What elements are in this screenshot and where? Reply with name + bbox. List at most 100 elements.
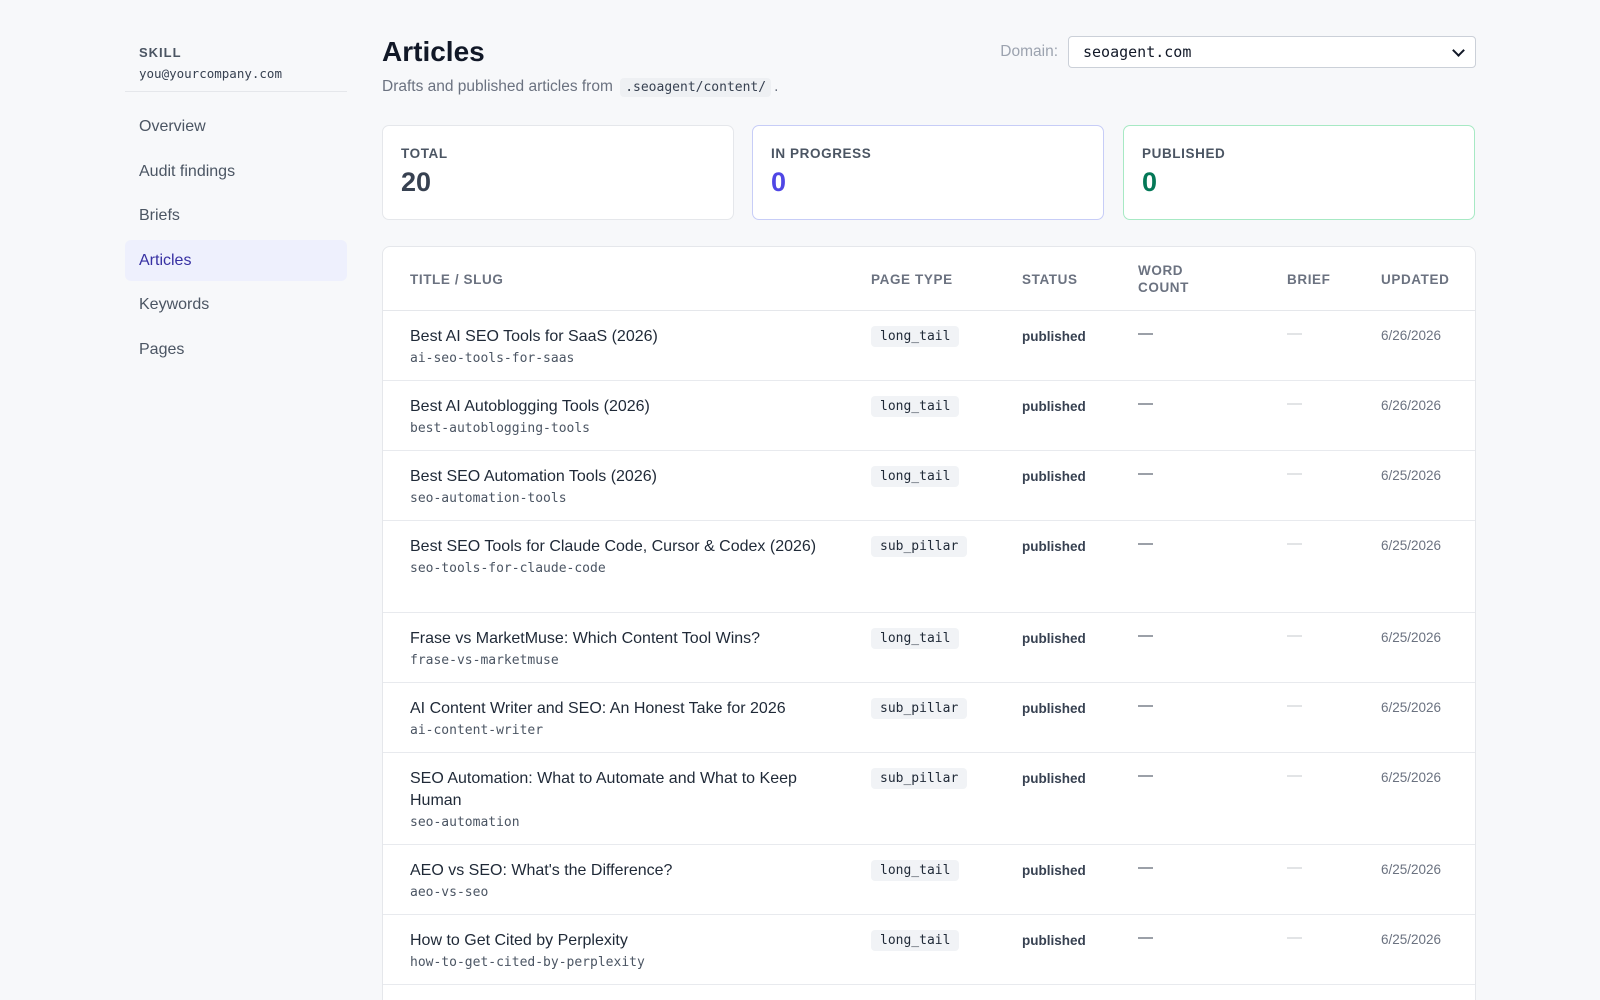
page-type-badge: long_tail: [871, 466, 960, 487]
status-cell: published: [1022, 539, 1086, 554]
content-path: .seoagent/content/: [620, 78, 772, 97]
stat-card-in-progress: IN PROGRESS 0: [752, 125, 1104, 220]
table-row[interactable]: AEO vs SEO: What's the Difference? aeo-v…: [383, 845, 1475, 915]
page-type-badge: sub_pillar: [871, 698, 968, 719]
status-cell: published: [1022, 933, 1086, 948]
article-title[interactable]: Best AI Autoblogging Tools (2026): [410, 398, 650, 415]
brief-cell: —: [1287, 325, 1302, 342]
account-email: you@yourcompany.com: [139, 66, 282, 81]
brief-cell: —: [1287, 929, 1302, 946]
brief-cell: —: [1287, 395, 1302, 412]
article-title[interactable]: Best AI SEO Tools for SaaS (2026): [410, 328, 658, 345]
page-subtitle: Drafts and published articles from .seoa…: [382, 78, 779, 97]
column-header-brief[interactable]: BRIEF: [1287, 272, 1331, 287]
stat-value: 0: [1142, 167, 1158, 197]
table-row[interactable]: How to Get Cited by Perplexity how-to-ge…: [383, 915, 1475, 985]
table-row[interactable]: Best AI Autoblogging Tools (2026) best-a…: [383, 381, 1475, 451]
page-type-badge: long_tail: [871, 326, 960, 347]
updated-cell: 6/25/2026: [1381, 630, 1442, 645]
brief-cell: —: [1287, 465, 1302, 482]
word-count-cell: —: [1138, 535, 1153, 552]
updated-cell: 6/25/2026: [1381, 932, 1442, 947]
article-title[interactable]: How to Get Cited by Perplexity: [410, 932, 628, 949]
word-count-cell: —: [1138, 325, 1153, 342]
domain-label: Domain:: [1000, 43, 1058, 60]
word-count-cell: —: [1138, 627, 1153, 644]
word-count-cell: —: [1138, 767, 1153, 784]
subtitle-suffix: .: [774, 78, 779, 95]
column-header-title[interactable]: TITLE / SLUG: [410, 272, 504, 287]
page-type-badge: long_tail: [871, 930, 960, 951]
page-type-badge: long_tail: [871, 396, 960, 417]
word-count-cell: —: [1138, 697, 1153, 714]
sidebar-item-audit-findings[interactable]: Audit findings: [139, 162, 236, 180]
page-type-cell: long_tail: [871, 466, 960, 487]
updated-cell: 6/25/2026: [1381, 468, 1442, 483]
table-row[interactable]: SEO Automation: What to Automate and Wha…: [383, 753, 1475, 845]
table-row[interactable]: Best AI SEO Tools for SaaS (2026) ai-seo…: [383, 311, 1475, 381]
brief-cell: —: [1287, 697, 1302, 714]
column-header-page-type[interactable]: PAGE TYPE: [871, 272, 953, 287]
sidebar-nav: Overview Audit findings Briefs Articles …: [125, 106, 347, 370]
stat-value: 0: [771, 167, 787, 197]
domain-select[interactable]: seoagent.com: [1068, 36, 1476, 68]
page-title: Articles: [382, 36, 485, 67]
status-cell: published: [1022, 701, 1086, 716]
sidebar-item-articles[interactable]: Articles: [125, 239, 347, 281]
article-slug: frase-vs-marketmuse: [410, 653, 559, 668]
status-cell: published: [1022, 329, 1086, 344]
page-type-cell: sub_pillar: [871, 768, 968, 789]
article-title[interactable]: Frase vs MarketMuse: Which Content Tool …: [410, 630, 761, 647]
column-header-updated[interactable]: UPDATED: [1381, 272, 1450, 287]
article-title[interactable]: Best SEO Automation Tools (2026): [410, 468, 657, 485]
sidebar-item-keywords[interactable]: Keywords: [139, 296, 210, 313]
table-row[interactable]: Frase vs MarketMuse: Which Content Tool …: [383, 613, 1475, 683]
table-row[interactable]: Best SEO Tools for Claude Code, Cursor &…: [383, 521, 1475, 613]
sidebar: SKILL you@yourcompany.com Overview Audit…: [125, 0, 347, 373]
article-slug: aeo-vs-seo: [410, 885, 489, 900]
page-type-cell: long_tail: [871, 396, 960, 417]
page-type-cell: long_tail: [871, 860, 960, 881]
article-title[interactable]: AI Content Writer and SEO: An Honest Tak…: [410, 700, 786, 717]
table-row[interactable]: Best SEO Automation Tools (2026) seo-aut…: [383, 451, 1475, 521]
article-title[interactable]: SEO Automation: What to Automate and Wha…: [410, 770, 797, 809]
column-header-word-count-line1: WORD: [1138, 263, 1184, 278]
brief-cell: —: [1287, 627, 1302, 644]
subtitle-text: Drafts and published articles from: [382, 78, 613, 95]
page-type-cell: long_tail: [871, 628, 960, 649]
table-row[interactable]: AI Content Writer and SEO: An Honest Tak…: [383, 683, 1475, 753]
brief-cell: —: [1287, 767, 1302, 784]
status-cell: published: [1022, 863, 1086, 878]
sidebar-item-overview[interactable]: Overview: [139, 118, 206, 135]
article-slug: seo-automation: [410, 815, 520, 830]
article-title[interactable]: Best SEO Tools for Claude Code, Cursor &…: [410, 538, 817, 555]
domain-filter: Domain: seoagent.com: [1000, 36, 1476, 68]
sidebar-item-pages[interactable]: Pages: [139, 340, 185, 358]
brief-cell: —: [1287, 859, 1302, 876]
domain-select-value: seoagent.com: [1083, 43, 1192, 61]
table-header: TITLE / SLUG PAGE TYPE STATUS WORD COUNT…: [383, 247, 1475, 311]
article-title-cell: Best SEO Automation Tools (2026) seo-aut…: [410, 466, 825, 508]
status-cell: published: [1022, 771, 1086, 786]
article-slug: ai-seo-tools-for-saas: [410, 351, 575, 366]
article-title[interactable]: AEO vs SEO: What's the Difference?: [410, 862, 673, 879]
article-slug: best-autoblogging-tools: [410, 421, 591, 436]
stat-label: TOTAL: [401, 146, 448, 161]
article-title-cell: Frase vs MarketMuse: Which Content Tool …: [410, 628, 825, 670]
page-type-cell: sub_pillar: [871, 698, 968, 719]
updated-cell: 6/26/2026: [1381, 398, 1442, 413]
stat-label: PUBLISHED: [1142, 146, 1226, 161]
chevron-down-icon: [1452, 43, 1465, 57]
stats-row: TOTAL 20 IN PROGRESS 0 PUBLISHED 0: [382, 125, 1476, 220]
article-slug: how-to-get-cited-by-perplexity: [410, 955, 645, 970]
sidebar-item-briefs[interactable]: Briefs: [139, 207, 180, 224]
status-cell: published: [1022, 399, 1086, 414]
column-header-word-count[interactable]: WORD COUNT: [1138, 262, 1189, 296]
stat-card-published: PUBLISHED 0: [1123, 125, 1475, 220]
page-type-cell: long_tail: [871, 326, 960, 347]
column-header-status[interactable]: STATUS: [1022, 272, 1078, 287]
updated-cell: 6/25/2026: [1381, 862, 1442, 877]
stat-value: 20: [401, 167, 432, 197]
updated-cell: 6/25/2026: [1381, 538, 1442, 553]
article-title-cell: Best AI SEO Tools for SaaS (2026) ai-seo…: [410, 326, 825, 368]
